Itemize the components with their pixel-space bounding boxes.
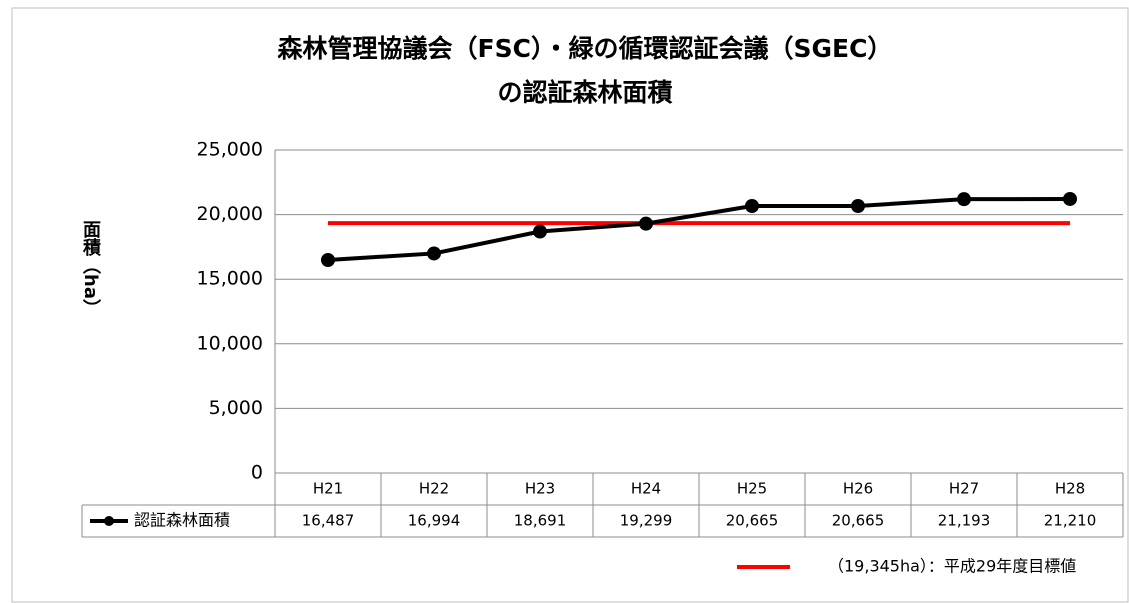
table-value: 21,210 [1044,512,1097,530]
point [321,252,335,267]
table-value: 18,691 [514,512,567,530]
y-tick-label: 5,000 [209,397,263,419]
point [533,224,547,239]
legend-marker [104,516,114,526]
x-tick-label: H22 [419,480,449,498]
x-tick-label: H23 [525,480,555,498]
x-tick-label: H26 [843,480,873,498]
point [1063,191,1077,206]
chart-frame [11,7,1129,603]
y-tick-label: 0 [251,462,263,484]
point [957,192,971,207]
table-value: 20,665 [726,512,779,530]
table-value: 20,665 [832,512,885,530]
y-tick-label: 10,000 [197,332,263,354]
table-value: 16,487 [302,512,355,530]
y-tick-label: 15,000 [197,268,263,290]
legend-label: （19,345ha）：平成29年度目標値 [828,557,1076,576]
point [639,216,653,231]
chart-title: の認証森林面積 [497,78,672,107]
x-tick-label: H28 [1055,480,1085,498]
point [427,246,441,261]
y-axis-label: 面積（ha） [80,220,102,317]
point [851,199,865,214]
chart-title: 森林管理協議会（FSC）・緑の循環認証会議（SGEC） [278,34,893,63]
table-value: 16,994 [408,512,461,530]
y-tick-label: 20,000 [197,203,263,225]
table-value: 19,299 [620,512,673,530]
x-tick-label: H25 [737,480,767,498]
x-tick-label: H27 [949,480,979,498]
point [745,199,759,214]
y-tick-label: 25,000 [197,139,263,161]
line [327,196,1071,262]
table-value: 21,193 [938,512,991,530]
legend-label: 認証森林面積 [134,511,230,530]
x-tick-label: H24 [631,480,661,498]
x-tick-label: H21 [313,480,343,498]
